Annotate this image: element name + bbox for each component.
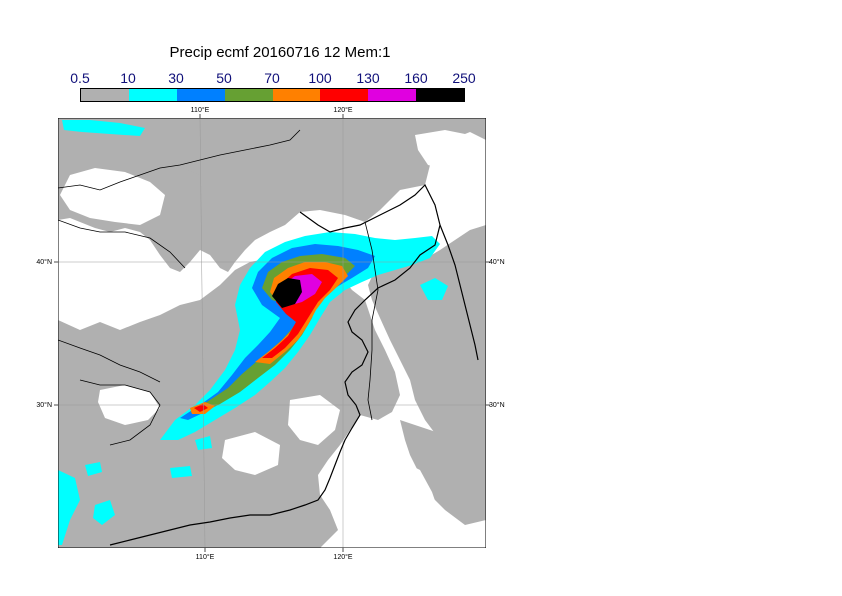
precip-cyan-region	[93, 500, 115, 525]
no-precip-area	[380, 460, 440, 545]
legend-label-1: 10	[120, 70, 136, 86]
lon-label-top-110: 110°E	[191, 106, 210, 114]
legend-label-6: 130	[356, 70, 380, 86]
boundary-lines	[58, 129, 379, 421]
precip-black-region	[272, 278, 302, 308]
color-legend-bar	[80, 88, 465, 102]
province-lines	[58, 219, 186, 446]
lat-label-right-40: 40°N	[489, 258, 505, 266]
legend-swatch-7	[416, 89, 464, 101]
precip-cyan-region	[195, 436, 212, 450]
precip-cyan-region	[420, 278, 448, 300]
lat-label-left-40: 40°N	[36, 258, 52, 266]
lon-label-bottom-120: 120°E	[333, 553, 352, 561]
coastline	[109, 183, 479, 546]
lon-label-top-120: 120°E	[333, 106, 352, 114]
precip-cyan-region	[85, 462, 102, 476]
legend-swatch-3	[224, 89, 273, 101]
precip-red-region	[194, 404, 208, 412]
no-precip-area	[415, 130, 480, 170]
legend-label-5: 100	[308, 70, 332, 86]
no-precip-area	[60, 168, 165, 225]
legend-swatch-4	[272, 89, 321, 101]
lat-label-right-30: 30°N	[489, 401, 505, 409]
lon-label-bottom-110: 110°E	[196, 553, 215, 561]
legend-label-7: 160	[404, 70, 428, 86]
axis-ticks	[54, 114, 490, 552]
plot-title: Precip ecmf 20160716 12 Mem:1	[169, 44, 391, 61]
legend-label-2: 30	[168, 70, 184, 86]
legend-swatch-0	[81, 89, 129, 101]
legend-label-4: 70	[264, 70, 280, 86]
precip-gray-region	[368, 225, 486, 460]
legend-swatch-1	[128, 89, 177, 101]
no-precip-area	[222, 432, 280, 475]
precip-gray-region	[150, 130, 290, 182]
legend-swatch-5	[320, 89, 369, 101]
precip-cyan-region	[58, 470, 80, 545]
legend-swatch-2	[176, 89, 225, 101]
precip-gray-region	[400, 420, 486, 525]
legend-label-8: 250	[452, 70, 476, 86]
no-precip-area	[288, 395, 340, 445]
legend-label-0: 0.5	[70, 70, 90, 86]
legend-swatch-6	[368, 89, 417, 101]
precip-cyan-region	[170, 466, 192, 478]
lat-label-left-30: 30°N	[36, 401, 52, 409]
legend-label-3: 50	[216, 70, 232, 86]
legend-labels: 0.5 10 30 50 70 100 130 160 250	[0, 70, 842, 88]
precip-cyan-region	[62, 120, 145, 136]
